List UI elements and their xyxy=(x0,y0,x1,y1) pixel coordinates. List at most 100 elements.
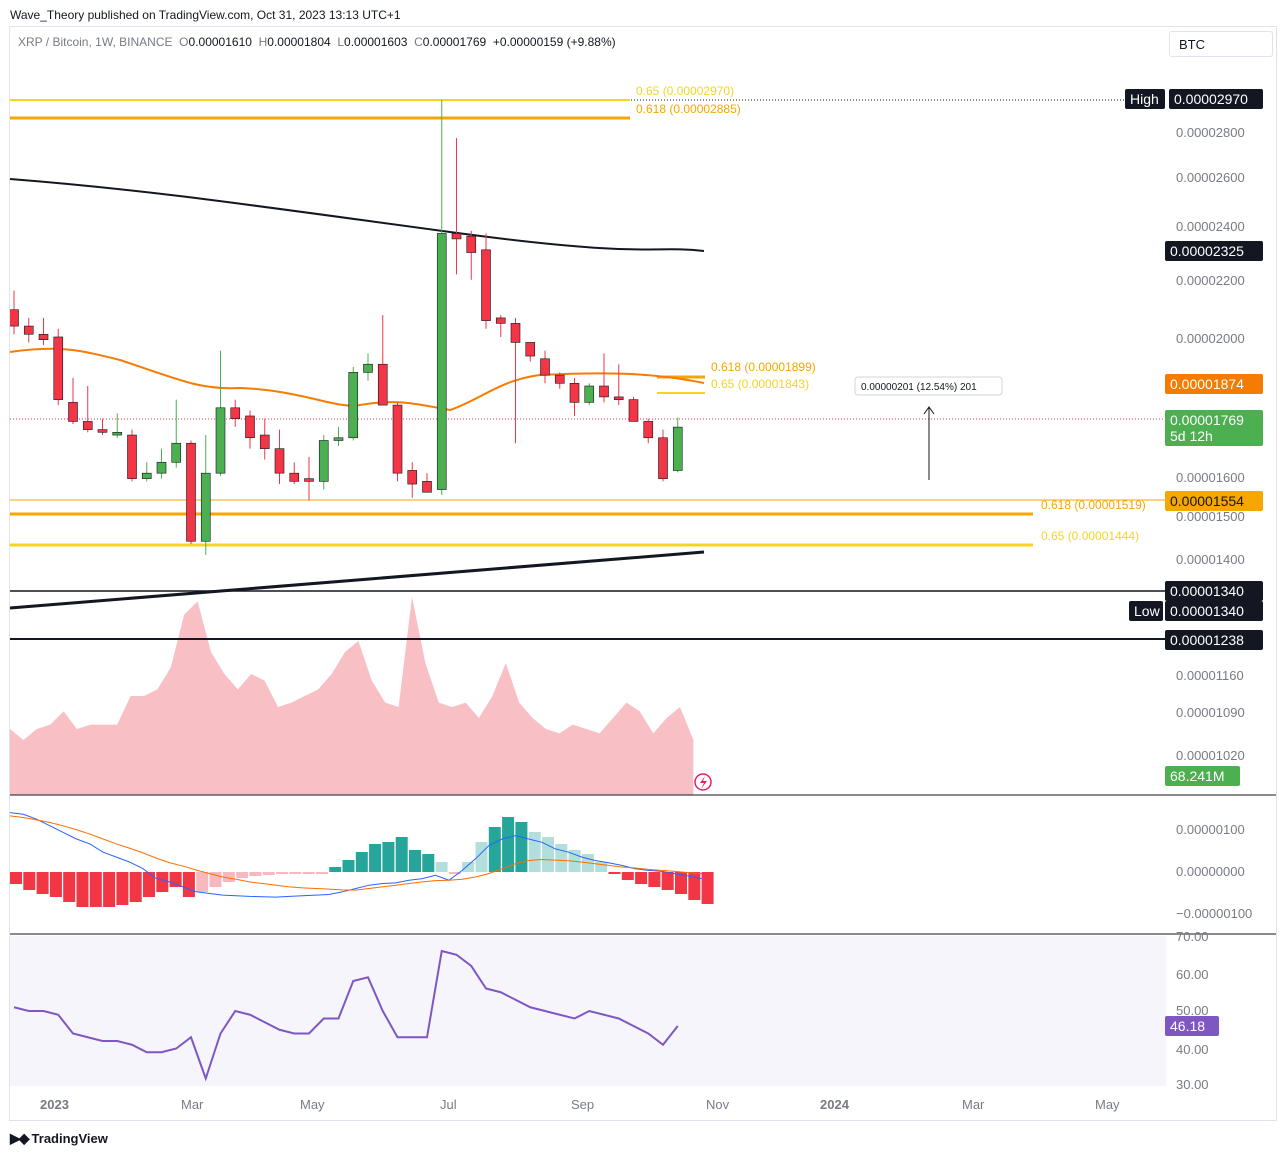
candle-body xyxy=(643,421,654,439)
candle-body xyxy=(9,309,19,327)
candle-body xyxy=(525,342,536,357)
candle-body xyxy=(613,396,624,400)
change-value: +0.00000159 (+9.88%) xyxy=(492,35,616,49)
macd-signal-line xyxy=(9,815,702,891)
macd-histogram-bar xyxy=(103,872,116,907)
macd-histogram-bar xyxy=(595,862,608,872)
fib-label: 0.65 (0.00001843) xyxy=(711,377,809,391)
fib-label: 0.65 (0.00002970) xyxy=(636,84,734,98)
candle-body xyxy=(23,325,34,335)
candle-body xyxy=(451,233,462,240)
symbol-name[interactable]: XRP / Bitcoin, 1W, BINANCE xyxy=(18,35,173,49)
level-1340-tag: 0.00001340 xyxy=(1170,583,1244,599)
macd-histogram-bar xyxy=(409,850,421,872)
fib-label: 0.618 (0.00001519) xyxy=(1041,498,1146,512)
macd-histogram-bar xyxy=(382,842,395,872)
y-axis-tick: 0.00002000 xyxy=(1176,331,1245,346)
macd-histogram-bar xyxy=(76,872,89,907)
tradingview-logo-icon: ▶◆ xyxy=(10,1130,29,1146)
y-axis-tick: 0.00001160 xyxy=(1176,668,1244,683)
low-tag: Low xyxy=(1134,603,1161,619)
candle-body xyxy=(156,461,167,474)
candle-body xyxy=(363,363,373,373)
ohlc-legend: XRP / Bitcoin, 1W, BINANCE O0.00001610 H… xyxy=(18,35,616,49)
candle-body xyxy=(38,333,49,341)
volume-tag-box xyxy=(1165,766,1240,786)
ma200-price-tag-box xyxy=(1165,241,1263,261)
macd-histogram-bar xyxy=(196,872,209,892)
candle-body xyxy=(230,407,241,419)
low-value: 0.00001603 xyxy=(344,35,408,49)
macd-histogram-bar xyxy=(36,872,49,894)
candle-body xyxy=(599,385,609,398)
candle-body xyxy=(53,336,64,400)
y-axis-tick: 0.00001090 xyxy=(1176,705,1245,720)
close-label: C xyxy=(414,35,423,49)
macd-histogram-bar xyxy=(262,872,275,875)
macd-histogram-bar xyxy=(10,872,22,884)
ma200-price-tag: 0.00002325 xyxy=(1170,243,1244,259)
candle-body xyxy=(628,399,639,422)
macd-pane xyxy=(9,812,714,907)
low-label: L xyxy=(337,35,345,49)
high-value-tag: 0.00002970 xyxy=(1174,91,1248,107)
low-value-tag-box xyxy=(1165,601,1263,621)
rsi-axis-tick: 30.00 xyxy=(1176,1077,1209,1092)
candle-body xyxy=(215,407,226,474)
compare-symbol-box[interactable]: BTC xyxy=(1169,31,1273,57)
level-1554-tag-box xyxy=(1165,491,1263,511)
macd-histogram-bar xyxy=(555,844,568,872)
support-trendline xyxy=(9,550,705,610)
y-axis-tick: 0.00002600 xyxy=(1176,170,1245,185)
macd-histogram-bar xyxy=(462,862,475,872)
candle-body xyxy=(658,437,668,479)
measure-label: 0.00000201 (12.54%) 201 xyxy=(861,382,977,393)
rsi-value-tag-box xyxy=(1165,1016,1219,1036)
candle-body xyxy=(274,448,285,474)
candle-body xyxy=(436,233,447,490)
candle-body xyxy=(200,472,211,542)
candle-body xyxy=(186,442,196,542)
candle-body xyxy=(304,478,314,482)
y-axis-tick: 0.00001500 xyxy=(1176,509,1245,524)
candle-body xyxy=(540,358,550,376)
macd-histogram-bar xyxy=(369,844,382,872)
macd-histogram-bar xyxy=(422,854,435,872)
volume-area xyxy=(10,597,694,795)
y-axis-tick: 0.00002800 xyxy=(1176,125,1245,140)
macd-histogram-bar xyxy=(502,817,515,872)
x-axis-tick: Nov xyxy=(706,1097,730,1112)
rsi-axis-tick: 70.00 xyxy=(1176,929,1209,944)
macd-histogram-bar xyxy=(329,867,342,872)
macd-histogram-bar xyxy=(23,872,36,890)
macd-histogram-bar xyxy=(182,872,195,897)
candle-body xyxy=(569,382,580,403)
high-value-tag-box xyxy=(1169,89,1263,109)
candle-body xyxy=(481,249,491,321)
macd-histogram-bar xyxy=(116,872,129,905)
rsi-axis-tick: 50.00 xyxy=(1176,1003,1209,1018)
current-price-tag-box xyxy=(1165,410,1263,430)
x-axis-tick: Sep xyxy=(571,1097,594,1112)
macd-histogram-bar xyxy=(156,872,169,892)
macd-histogram-bar xyxy=(515,822,528,872)
candle-body xyxy=(171,442,182,463)
low-value-tag: 0.00001340 xyxy=(1170,603,1244,619)
macd-histogram-bar xyxy=(701,872,714,904)
macd-histogram-bar xyxy=(621,872,634,880)
macd-histogram-bar xyxy=(169,872,182,887)
x-axis-tick: Jul xyxy=(440,1097,457,1112)
macd-histogram-bar xyxy=(249,872,262,876)
candle-body xyxy=(112,432,123,436)
candle-body xyxy=(127,434,137,479)
volume-pane xyxy=(10,597,694,795)
macd-histogram-bar xyxy=(222,872,235,882)
level-1340-tag-box xyxy=(1165,581,1263,601)
candle-body xyxy=(377,363,388,406)
open-label: O xyxy=(179,35,189,49)
footer-brand-text: TradingView xyxy=(31,1131,108,1146)
macd-histogram-bar xyxy=(49,872,62,897)
footer-brand[interactable]: ▶◆ TradingView xyxy=(10,1130,108,1147)
macd-histogram-bar xyxy=(302,872,315,874)
